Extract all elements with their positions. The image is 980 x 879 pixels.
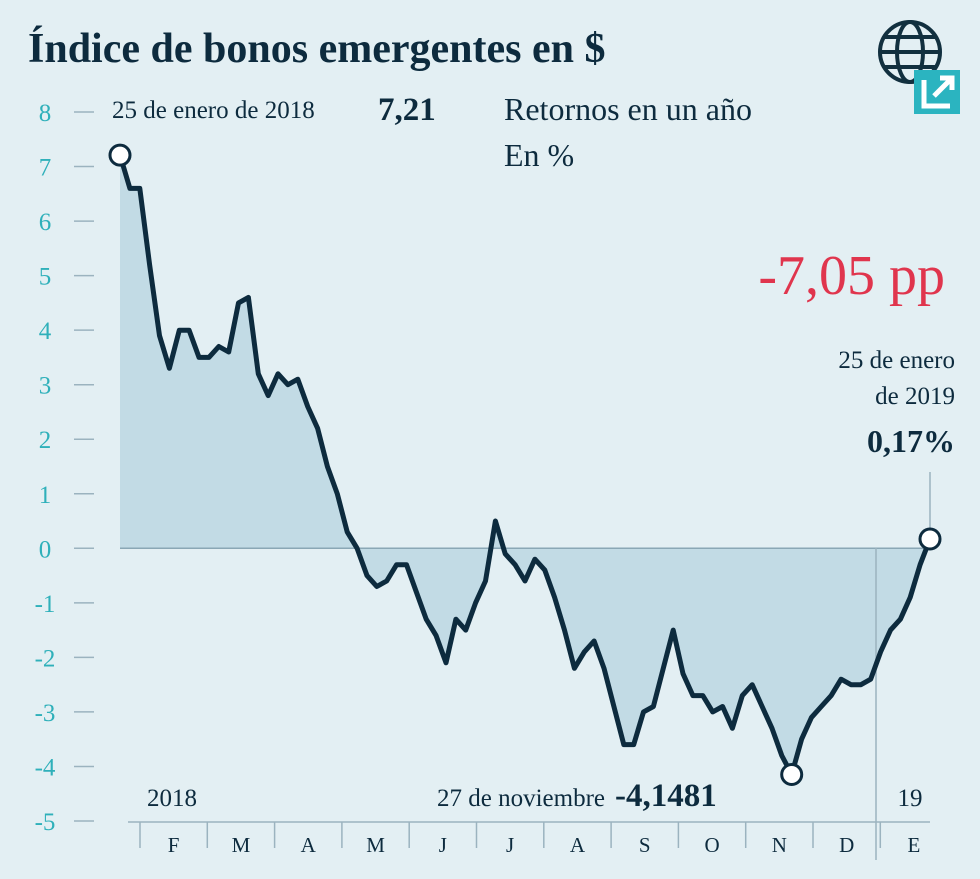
point-marker bbox=[780, 763, 804, 787]
subtitle: Retornos en un año bbox=[504, 91, 752, 127]
y-tick-label: 6 bbox=[39, 209, 52, 236]
end-label: de 2019 bbox=[875, 383, 955, 410]
y-tick-label: -3 bbox=[35, 700, 56, 727]
y-tick-label: -1 bbox=[35, 591, 56, 618]
point-marker bbox=[918, 527, 942, 551]
y-tick-label: -5 bbox=[35, 809, 56, 836]
y-tick-label: -2 bbox=[35, 645, 56, 672]
x-tick-label: F bbox=[168, 833, 180, 857]
y-tick-label: 4 bbox=[39, 318, 52, 345]
y-tick-label: -4 bbox=[35, 754, 56, 781]
x-tick-label: M bbox=[232, 833, 251, 857]
y-tick-label: 0 bbox=[39, 536, 52, 563]
y-tick-label: 1 bbox=[39, 482, 52, 509]
y-tick-label: 2 bbox=[39, 427, 52, 454]
area bbox=[120, 155, 930, 775]
x-tick-label: O bbox=[704, 833, 719, 857]
x-tick-label: A bbox=[570, 833, 586, 857]
end-value-label: 0,17% bbox=[867, 423, 955, 459]
y-tick-label: 7 bbox=[39, 155, 52, 182]
x-tick-label: A bbox=[301, 833, 317, 857]
unit-label: En % bbox=[504, 137, 574, 173]
line bbox=[117, 154, 933, 777]
headline: -7,05 pp bbox=[758, 245, 945, 307]
x-tick-label: E bbox=[908, 833, 921, 857]
y-tick-label: 8 bbox=[39, 100, 52, 127]
year-label: 19 bbox=[898, 785, 923, 812]
x-tick-label: M bbox=[366, 833, 385, 857]
end-label: 25 de enero bbox=[838, 347, 955, 374]
y-tick-label: 3 bbox=[39, 373, 52, 400]
min-value-label: -4,1481 bbox=[615, 778, 717, 814]
x-tick-label: J bbox=[506, 833, 514, 857]
y-tick-label: 5 bbox=[39, 264, 52, 291]
year-label: 2018 bbox=[147, 785, 197, 812]
start-value-label: 7,21 bbox=[378, 92, 436, 128]
x-tick-label: D bbox=[839, 833, 854, 857]
x-tick-label: S bbox=[639, 833, 651, 857]
external-link-icon[interactable] bbox=[914, 70, 960, 114]
start-label: 25 de enero de 2018 bbox=[112, 97, 315, 124]
x-tick-label: N bbox=[772, 833, 787, 857]
point-marker bbox=[108, 143, 132, 167]
chart-title: Índice de bonos emergentes en $ bbox=[28, 25, 605, 72]
x-tick-label: J bbox=[439, 833, 447, 857]
min-label: 27 de noviembre bbox=[437, 785, 605, 812]
globe-icon bbox=[878, 20, 942, 84]
